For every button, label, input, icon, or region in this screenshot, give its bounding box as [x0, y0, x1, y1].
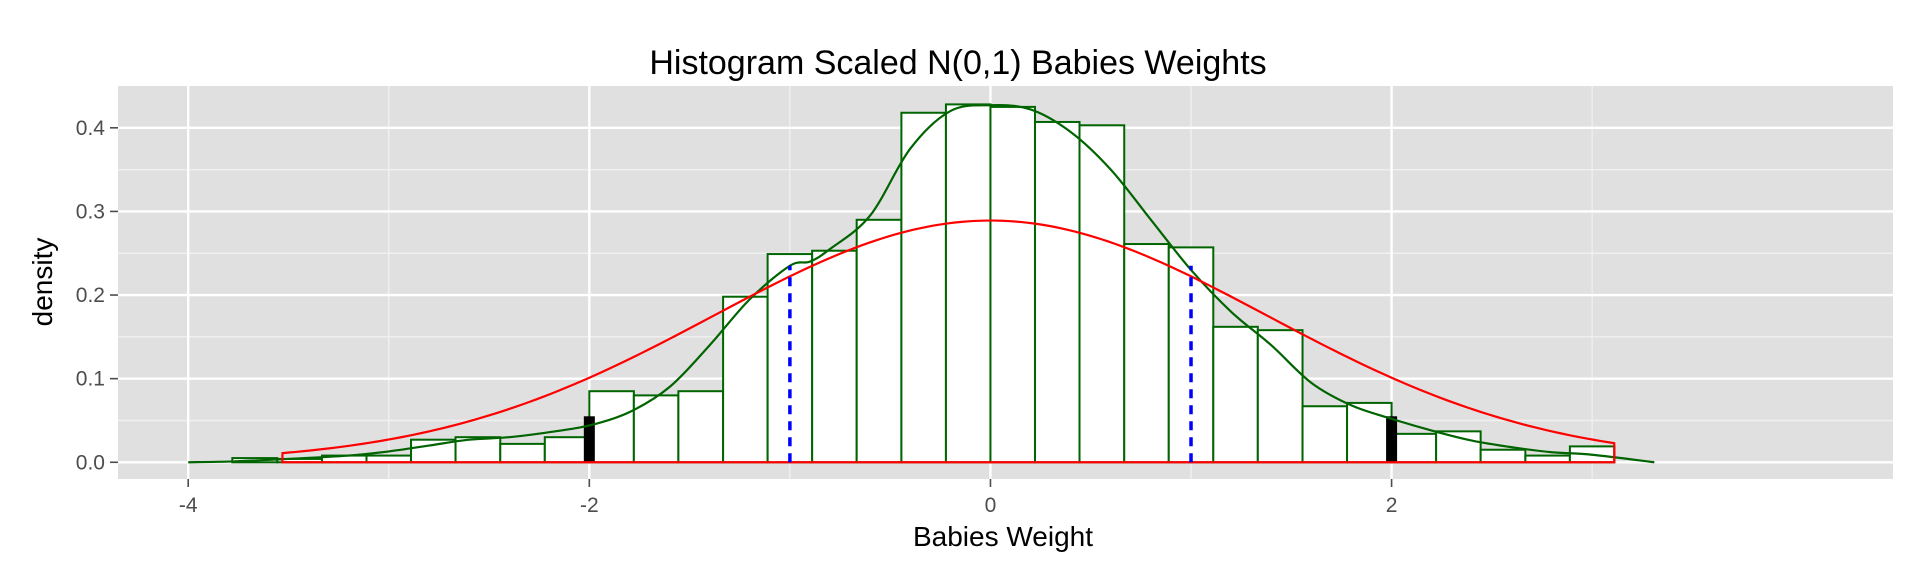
- histogram-bar: [900, 111, 947, 464]
- histogram-bar: [855, 218, 903, 464]
- histogram-bar: [1301, 405, 1349, 464]
- normal-curve: [281, 219, 1616, 464]
- histogram-bar: [944, 103, 992, 464]
- x-tick-label: -2: [580, 494, 599, 517]
- x-tick-label: 0: [985, 494, 997, 517]
- histogram-bar: [1033, 120, 1081, 464]
- x-tick-label: 2: [1386, 494, 1398, 517]
- histogram-bar: [677, 390, 725, 464]
- histogram-bar: [1256, 329, 1304, 464]
- x-tick-label: -4: [179, 494, 198, 517]
- curves: [188, 104, 1655, 464]
- histogram-bar: [1435, 430, 1482, 464]
- density-curve: [188, 104, 1655, 464]
- two-sd-marker: [1386, 416, 1398, 463]
- x-axis: -4 -2 0 2: [179, 479, 1398, 517]
- y-axis-title: density: [27, 238, 58, 327]
- two-sd-marker: [583, 416, 595, 463]
- x-axis-title: Babies Weight: [913, 521, 1093, 552]
- histogram-bar: [1390, 432, 1438, 464]
- histogram-bar: [543, 436, 591, 464]
- chart-title: Histogram Scaled N(0,1) Babies Weights: [649, 44, 1266, 82]
- y-tick-label: 0.1: [76, 368, 105, 391]
- y-tick-label: 0.4: [76, 117, 106, 140]
- y-axis: 0.0 0.1 0.2 0.3 0.4: [76, 117, 118, 474]
- histogram-bar: [1123, 243, 1170, 464]
- histogram-bar: [1078, 124, 1126, 464]
- y-tick-label: 0.2: [76, 284, 105, 307]
- histogram-bar: [499, 442, 546, 464]
- two-sd-markers: [583, 416, 1398, 463]
- histogram-bar: [989, 105, 1036, 464]
- histogram-bar: [1479, 448, 1527, 464]
- histogram-bar: [811, 249, 858, 464]
- histogram-bar: [1212, 325, 1259, 464]
- y-tick-label: 0.3: [76, 200, 105, 223]
- y-tick-label: 0.0: [76, 451, 105, 474]
- histogram-bar: [588, 390, 635, 464]
